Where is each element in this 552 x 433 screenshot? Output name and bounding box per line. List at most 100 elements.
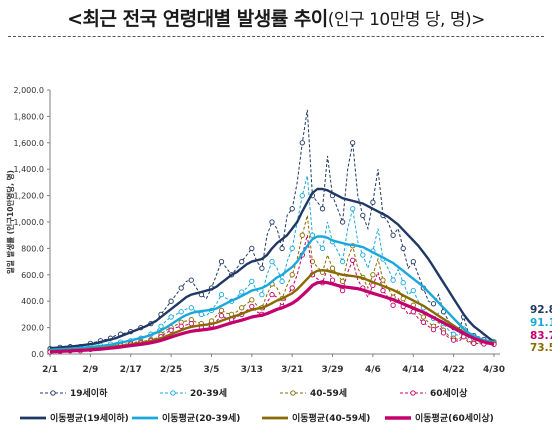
data-point-age_60_plus [329,277,336,283]
moving-average-line-age_60_plus [49,280,495,354]
series-line-age_40_59 [49,215,494,352]
data-point-age_0_19 [249,245,255,252]
y-tick-label: 1,000.0 [13,218,44,227]
data-point-age_20_39 [239,289,245,295]
data-point-age_60_plus [390,302,396,308]
end-value-label: 91.1 [530,317,552,329]
legend-label: 이동평균(19세이하) [50,412,129,424]
data-point-age_20_39 [339,258,346,265]
data-point-age_20_39 [218,291,225,298]
end-value-label: 92.8 [530,304,552,316]
data-point-age_20_39 [168,314,174,320]
data-point-age_0_19 [259,265,265,271]
data-point-age_60_plus [471,340,477,347]
data-point-age_40_59 [249,297,255,303]
x-tick-label: 2/9 [82,365,98,375]
data-point-age_20_39 [319,245,326,252]
data-point-age_40_59 [329,265,336,271]
y-tick-label: 1,800.0 [13,112,44,121]
data-point-age_0_19 [299,140,305,146]
data-point-age_60_plus [450,337,457,343]
data-point-age_0_19 [178,285,184,291]
data-point-age_0_19 [390,232,396,238]
chart-subtitle: (인구 10만명 당, 명)> [327,9,486,30]
y-tick-label: 1,600.0 [13,139,44,148]
data-point-age_60_plus [339,287,346,294]
legend-marker-age_0_19 [50,390,56,396]
data-point-age_0_19 [319,206,326,212]
data-point-age_20_39 [249,278,255,285]
y-tick-label: 1,400.0 [13,165,44,174]
x-tick-label: 4/14 [402,365,424,375]
data-point-age_20_39 [188,305,194,311]
y-tick-label: 2,000.0 [13,86,44,95]
legend-label: 40-59세 [310,387,347,399]
chart-title: <최근 전국 연령대별 발생률 추이 [67,7,328,30]
data-point-age_40_59 [420,314,427,320]
data-point-age_20_39 [400,280,406,286]
legend-label: 19세이하 [70,387,108,399]
data-point-age_60_plus [430,326,437,333]
data-point-age_20_39 [410,287,416,294]
data-point-age_20_39 [390,277,396,283]
data-point-age_20_39 [178,309,184,315]
data-point-age_0_19 [410,258,416,265]
y-axis-label: 일일 발생률 (인구10만명당, 명) [5,170,15,274]
moving-average-line-age_20_39 [49,235,495,351]
y-tick-label: 0.0 [31,350,44,359]
x-tick-label: 2/25 [160,365,182,375]
data-point-age_20_39 [198,311,205,318]
data-point-age_40_59 [218,307,225,314]
data-point-age_0_19 [360,212,366,219]
x-tick-label: 4/30 [483,365,505,375]
end-value-label: 83.7 [530,330,552,342]
data-point-age_60_plus [178,323,184,329]
data-point-age_40_59 [380,277,386,283]
data-point-age_20_39 [289,245,295,252]
data-point-age_60_plus [188,320,194,327]
data-point-age_60_plus [249,303,255,310]
data-point-age_20_39 [279,278,285,285]
data-point-age_60_plus [269,291,275,298]
data-point-age_0_19 [168,298,174,304]
data-point-age_20_39 [158,323,164,329]
x-tick-label: 3/29 [322,365,344,375]
legend-marker-age_20_39 [170,390,176,396]
y-tick-label: 800.0 [21,244,44,253]
data-point-age_0_19 [218,258,225,265]
data-point-age_60_plus [420,319,427,325]
data-point-age_0_19 [239,258,245,265]
data-point-age_0_19 [350,140,356,146]
data-point-age_60_plus [289,285,295,291]
data-point-age_0_19 [279,245,285,252]
legend-label: 20-39세 [190,387,227,399]
data-point-age_20_39 [360,252,366,258]
data-point-age_20_39 [269,258,275,265]
data-point-age_0_19 [339,219,346,225]
data-point-age_0_19 [188,277,194,283]
y-tick-label: 400.0 [21,297,44,306]
end-value-label: 73.5 [530,342,552,354]
data-point-age_0_19 [269,219,275,225]
data-point-age_20_39 [350,206,356,212]
data-point-age_40_59 [239,305,245,311]
y-tick-label: 1,200.0 [13,192,44,201]
chart-title-bar: <최근 전국 연령대별 발생률 추이 (인구 10만명 당, 명)> [0,0,552,34]
legend-label: 이동평균(20-39세) [162,412,240,424]
x-tick-label: 3/5 [204,365,220,375]
data-point-age_40_59 [299,232,305,238]
data-point-age_60_plus [218,313,225,319]
legend-label: 이동평균(40-59세) [292,412,370,424]
data-point-age_60_plus [440,330,447,336]
legend-marker-age_40_59 [290,390,296,396]
data-point-age_0_19 [400,245,406,252]
x-tick-label: 3/21 [281,365,303,375]
legend-label: 이동평균(60세이상) [415,412,494,424]
y-tick-label: 600.0 [21,271,44,280]
title-divider [8,36,544,37]
data-point-age_40_59 [289,272,295,278]
data-point-age_0_19 [370,199,376,205]
data-point-age_40_59 [370,272,376,278]
moving-average-line-age_0_19 [49,187,495,350]
